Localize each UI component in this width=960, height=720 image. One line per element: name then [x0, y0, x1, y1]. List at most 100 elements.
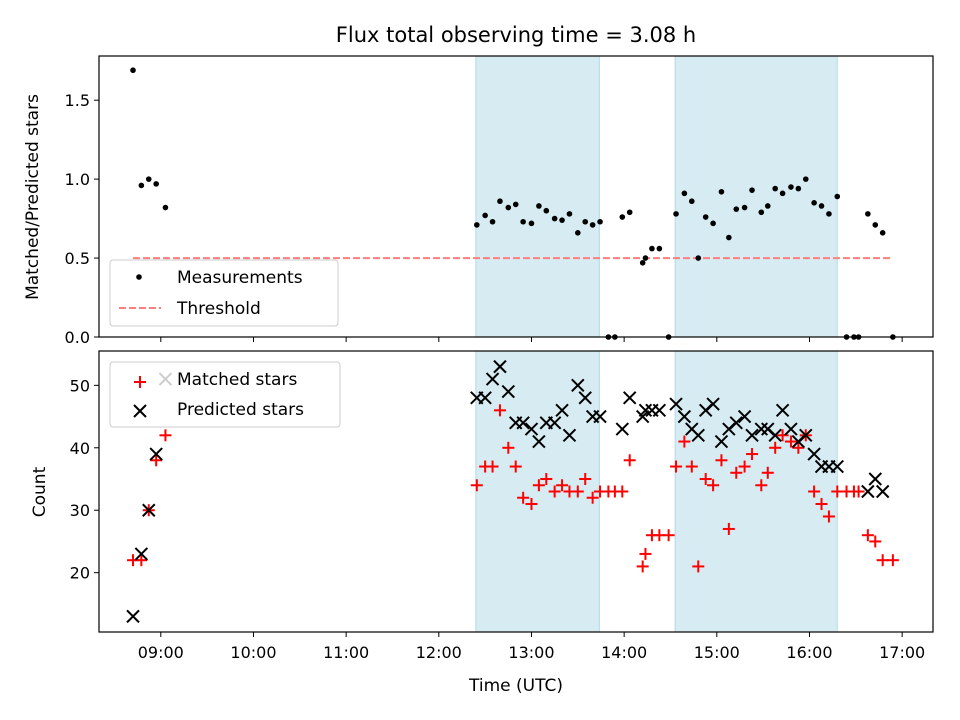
matched-stars-point [135, 554, 148, 567]
predicted-stars-point [149, 447, 163, 461]
measurement-point [474, 222, 480, 228]
predicted-stars-point [691, 428, 705, 443]
measurement-point [834, 193, 841, 200]
measurement-point [764, 203, 771, 209]
measurement-point [749, 187, 755, 193]
matched-stars-point [792, 441, 805, 454]
predicted-stars-point [706, 397, 720, 411]
x-tick-label: 16:00 [786, 643, 832, 662]
matched-stars-point [571, 485, 584, 498]
measurement-point [543, 207, 550, 214]
top-y-tick-label: 0.5 [65, 249, 90, 268]
measurement-point [626, 209, 633, 216]
matched-stars-point [808, 485, 821, 498]
measurement-point [619, 214, 626, 220]
measurement-point [512, 201, 519, 208]
matched-stars-point [815, 497, 828, 510]
predicted-stars-point [669, 397, 683, 411]
matched-stars-point [540, 473, 553, 486]
matched-stars-point [730, 466, 743, 479]
measurement-point [741, 204, 748, 211]
predicted-stars-point [126, 609, 140, 624]
predicted-stars-point [485, 372, 500, 386]
matched-stars-point [678, 435, 691, 448]
measurement-point [681, 190, 688, 197]
predicted-stars-point [677, 409, 692, 424]
measurement-point [489, 218, 496, 225]
x-tick-label: 10:00 [230, 643, 276, 662]
bottom-shaded-intervals [475, 350, 838, 633]
predicted-stars-point [478, 391, 492, 405]
matched-stars-point [579, 473, 592, 486]
measurement-point [505, 204, 512, 211]
top-y-axis-label: Matched/Predicted stars [23, 94, 43, 300]
measurement-point [779, 190, 786, 197]
measurement-point [482, 212, 488, 219]
matched-stars-point [556, 479, 569, 492]
matched-stars-point [525, 497, 538, 510]
predicted-stars-point [493, 359, 507, 374]
top-shaded-interval [674, 55, 838, 338]
predicted-stars-point [754, 422, 768, 436]
matched-stars-point [493, 404, 506, 417]
matched-stars-point [470, 479, 483, 492]
legend-measurements-marker [136, 274, 142, 280]
matched-stars-point [822, 510, 835, 523]
predicted-stars-point [861, 484, 875, 499]
bottom-axis-ticks: 20 30 40 50 09:00 10:00 11:00 12:00 13:00 14:00 15… [70, 376, 926, 662]
measurement-point [639, 260, 646, 266]
predicted-stars-point [593, 409, 607, 424]
bottom-y-axis-label: Count [30, 466, 50, 517]
legend-predicted-marker [133, 404, 147, 418]
bottom-legend: Matched stars Predicted stars [109, 361, 341, 428]
predicted-stars-point [784, 422, 798, 436]
predicted-stars-point [615, 422, 629, 436]
matched-stars-point [755, 479, 768, 492]
measurement-point [559, 217, 565, 223]
measurement-point [872, 222, 879, 228]
matched-stars-point [761, 466, 774, 479]
measurement-point [138, 182, 145, 189]
measurement-point [649, 245, 655, 252]
measurement-point [520, 218, 526, 225]
measurement-point [718, 188, 725, 195]
x-tick-label: 14:00 [601, 643, 647, 662]
matched-stars-point [769, 441, 782, 454]
measurement-point [795, 185, 802, 192]
legend-matched-marker [134, 376, 146, 388]
measurement-point [551, 215, 558, 222]
matched-stars-point [586, 491, 599, 504]
x-tick-label: 11:00 [323, 643, 369, 662]
matched-stars-point [502, 441, 515, 454]
matched-stars-point [784, 435, 797, 448]
legend-measurements-label: Measurements [177, 268, 303, 288]
x-tick-label: 12:00 [416, 643, 462, 662]
matched-stars-point [548, 485, 561, 498]
measurement-point [826, 211, 832, 217]
top-axes-frame [98, 55, 934, 338]
matched-stars-point [623, 454, 636, 467]
matched-stars-point [509, 460, 522, 473]
predicted-stars-point [714, 434, 729, 449]
measurement-point [642, 255, 649, 261]
measurement-point [575, 230, 581, 236]
matched-stars-point [746, 448, 759, 461]
predicted-stars-point [729, 416, 743, 430]
x-axis-label: Time (UTC) [468, 676, 563, 696]
predicted-stars-point [524, 422, 539, 436]
predicted-stars-point [868, 472, 882, 486]
chart-title: Flux total observing time = 3.08 h [336, 23, 696, 47]
predicted-stars-point [142, 503, 156, 517]
bottom-y-tick-label: 50 [70, 376, 90, 395]
matched-stars-point [876, 554, 889, 567]
measurement-point [772, 185, 778, 192]
predicted-stars-point [555, 403, 569, 418]
x-tick-label: 13:00 [508, 643, 554, 662]
matched-stars-point [699, 473, 712, 486]
predicted-stars-point [830, 459, 844, 474]
matched-stars-point [517, 491, 530, 504]
measurement-point [818, 203, 825, 209]
top-y-tick-label: 1.0 [65, 170, 90, 189]
measurement-point [879, 230, 886, 236]
